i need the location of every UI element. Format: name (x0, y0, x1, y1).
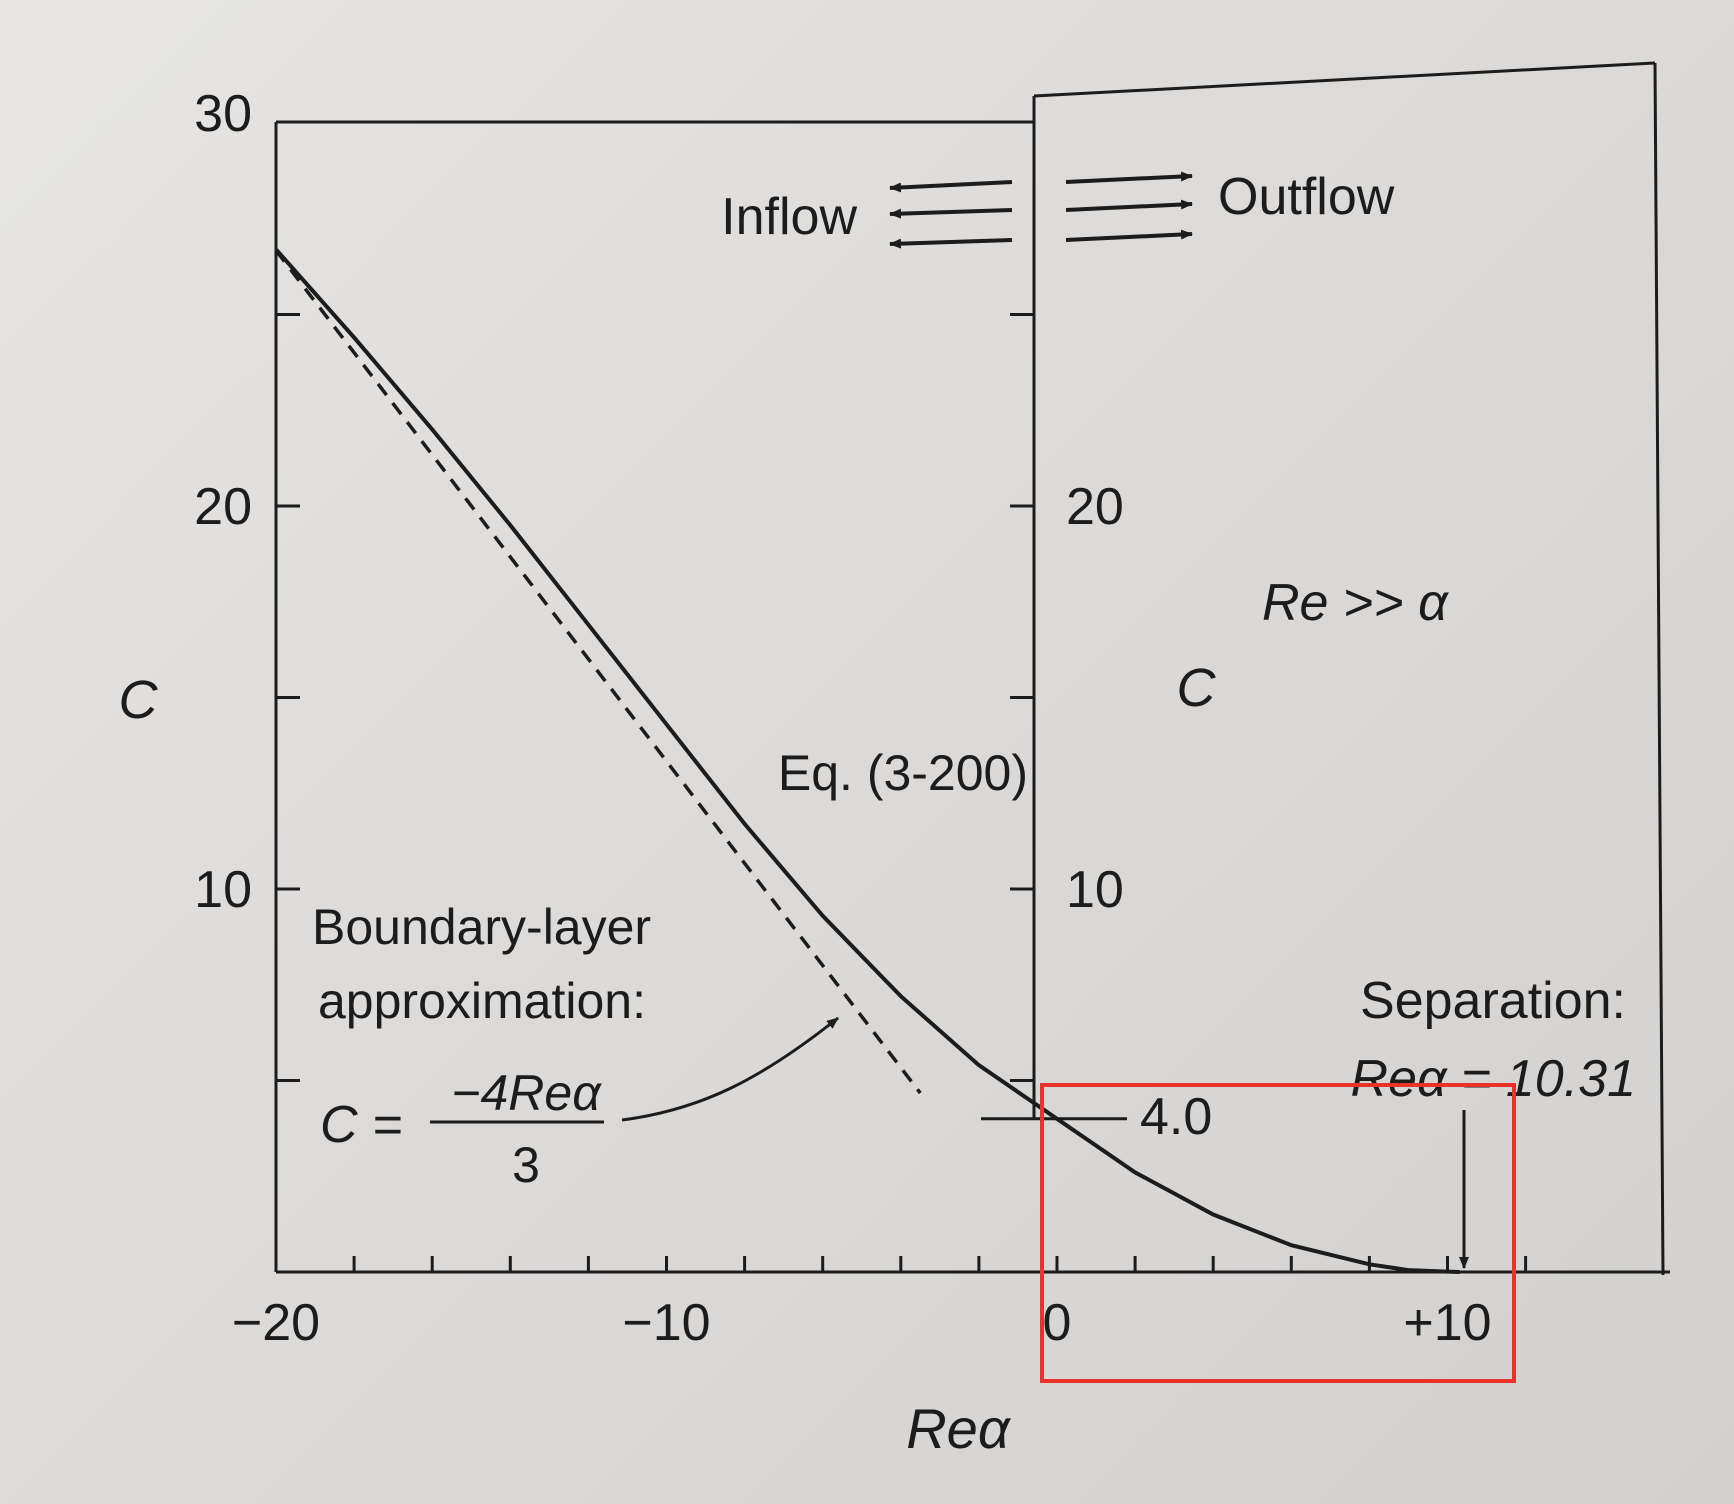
y-tick-label-inset: 20 (1066, 478, 1124, 536)
y-tick-label-left: 10 (194, 861, 252, 919)
y-axis-label-left: C (119, 670, 159, 730)
y-tick-label-inset: 10 (1066, 861, 1124, 919)
x-tick-label: −20 (232, 1294, 320, 1352)
x-tick-label: +10 (1403, 1294, 1491, 1352)
boundary-layer-dashed-line (274, 249, 922, 1095)
exact-solution-curve (274, 248, 1460, 1274)
formula-pointer-arrow (621, 1016, 839, 1122)
formula-denominator: 3 (512, 1137, 540, 1193)
highlight-box (1040, 1083, 1516, 1383)
separation-value: Reα = 10.31 (1350, 1050, 1636, 1108)
bl-label-line2: approximation: (318, 973, 646, 1029)
x-axis-label: Reα (906, 1397, 1012, 1460)
formula-numerator: −4Reα (451, 1065, 602, 1121)
separation-label: Separation: (1360, 972, 1626, 1030)
formula-c-equals: C = (320, 1096, 402, 1154)
outflow-label: Outflow (1218, 168, 1395, 226)
equation-label: Eq. (3-200) (778, 745, 1028, 801)
x-tick-label: 0 (1043, 1294, 1072, 1352)
condition-label: Re >> α (1262, 574, 1449, 632)
inflow-arrows (889, 180, 1013, 249)
y-tick-label-left: 30 (194, 85, 252, 143)
outflow-arrows (1065, 171, 1193, 242)
y-axis-label-inset: C (1177, 658, 1217, 718)
tick-labels: −20 −10 0 +10 10 20 30 10 20 (194, 85, 1491, 1352)
axis-ticks (276, 313, 1528, 1272)
value-at-zero-label: 4.0 (1140, 1088, 1212, 1146)
inflow-label: Inflow (721, 188, 857, 246)
bl-label-line1: Boundary-layer (312, 899, 651, 955)
y-tick-label-left: 20 (194, 478, 252, 536)
x-tick-label: −10 (622, 1294, 710, 1352)
